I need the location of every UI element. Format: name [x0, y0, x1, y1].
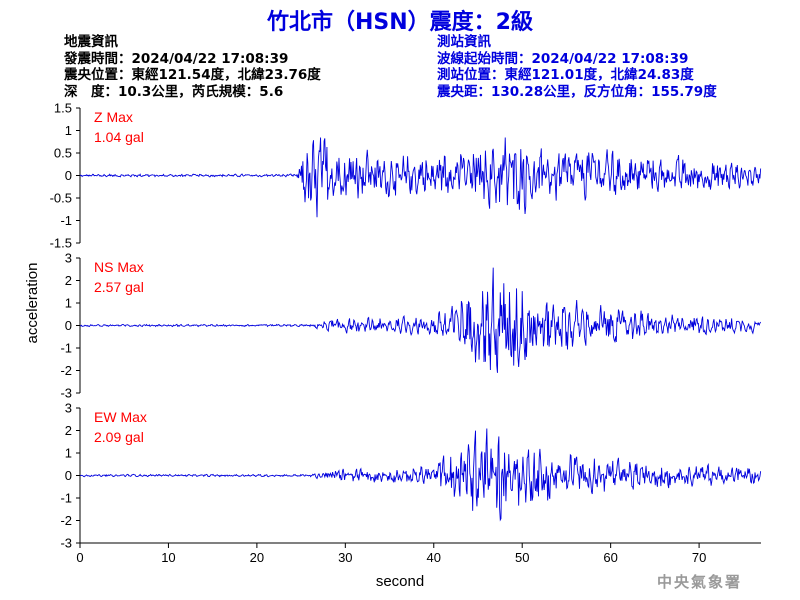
station-info: 測站資訊 波線起始時間：2024/04/22 17:08:39 測站位置：東經1…: [437, 34, 717, 100]
z-y-tick-label: -1.5: [50, 236, 72, 251]
epicentral-distance: 震央距：130.28公里，反方位角：155.79度: [437, 83, 717, 100]
depth-magnitude: 深 度：10.3公里，芮氏規模：5.6: [64, 83, 284, 100]
z-y-tick-label: -1: [60, 213, 72, 228]
station-info-heading: 測站資訊: [437, 34, 491, 50]
origin-time: 發震時間：2024/04/22 17:08:39: [64, 50, 289, 67]
epicenter-location: 震央位置：東經121.54度，北緯23.76度: [64, 67, 321, 83]
ns-max-value: 2.57 gal: [94, 279, 144, 295]
wave-start-time: 波線起始時間：2024/04/22 17:08:39: [437, 50, 689, 67]
ns-waveform: [79, 267, 762, 373]
chart-title: 竹北市（HSN）震度：2級: [267, 10, 533, 35]
x-tick-label: 70: [692, 550, 706, 565]
x-tick-label: 50: [515, 550, 529, 565]
ew-y-tick-label: 0: [65, 468, 72, 483]
x-tick-label: 10: [161, 550, 175, 565]
z-y-tick-label: 0.5: [54, 146, 72, 161]
agency-watermark: 中央氣象署: [657, 573, 743, 591]
x-tick-label: 0: [76, 550, 83, 565]
ns-y-tick-label: 1: [65, 296, 72, 311]
z-y-tick-label: 0: [65, 168, 72, 183]
ew-y-tick-label: 1: [65, 446, 72, 461]
ew-max-label: EW Max: [94, 409, 147, 425]
ns-y-tick-label: -1: [60, 341, 72, 356]
z-y-tick-label: -0.5: [50, 191, 72, 206]
ew-y-tick-label: -2: [60, 513, 72, 528]
ew-y-tick-label: 3: [65, 401, 72, 416]
z-max-label: Z Max: [94, 109, 133, 125]
ew-y-tick-label: -3: [60, 536, 72, 551]
z-y-tick-label: 1.5: [54, 101, 72, 116]
ew-y-tick-label: 2: [65, 423, 72, 438]
z-y-tick-label: 1: [65, 123, 72, 138]
x-tick-label: 60: [603, 550, 617, 565]
ew-waveform: [79, 428, 762, 522]
x-tick-label: 30: [338, 550, 352, 565]
ns-y-tick-label: -3: [60, 386, 72, 401]
ns-y-tick-label: -2: [60, 363, 72, 378]
z-max-value: 1.04 gal: [94, 129, 144, 145]
x-tick-label: 40: [427, 550, 441, 565]
z-waveform: [79, 137, 762, 218]
earthquake-info: 地震資訊 發震時間：2024/04/22 17:08:39 震央位置：東經121…: [64, 34, 321, 100]
x-tick-label: 20: [250, 550, 264, 565]
ns-y-tick-label: 0: [65, 318, 72, 333]
y-axis-label: acceleration: [24, 263, 41, 344]
ew-max-value: 2.09 gal: [94, 429, 144, 445]
ns-y-tick-label: 3: [65, 251, 72, 266]
earthquake-info-heading: 地震資訊: [64, 34, 118, 50]
ew-y-tick-label: -1: [60, 491, 72, 506]
x-axis-label: second: [376, 573, 424, 590]
ns-max-label: NS Max: [94, 259, 144, 275]
station-location: 測站位置：東經121.01度，北緯24.83度: [437, 67, 694, 83]
ns-y-tick-label: 2: [65, 273, 72, 288]
